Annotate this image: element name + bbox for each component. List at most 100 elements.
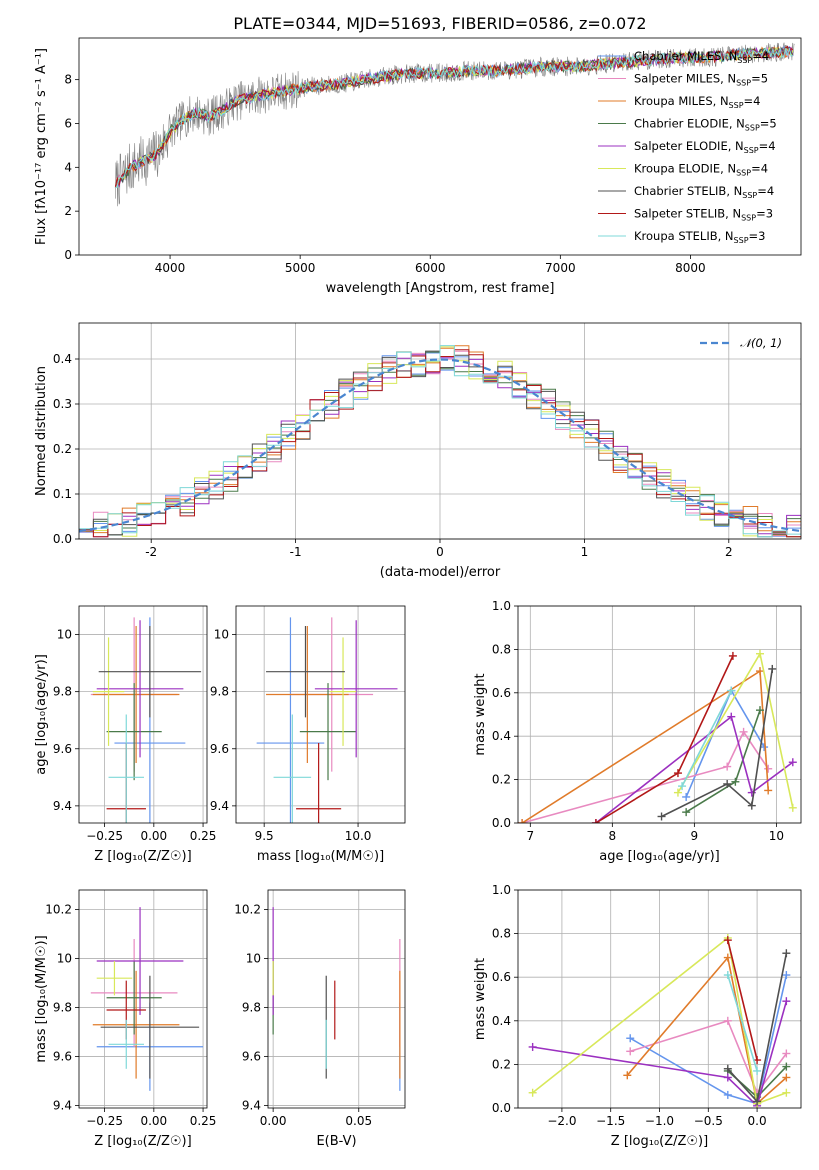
legend-nssp: =4: [757, 184, 774, 198]
weight-series-line: [629, 974, 788, 1105]
y-tick-label: 9.6: [210, 742, 229, 756]
y-axis-label: age [log₁₀(age/yr)]: [34, 654, 49, 775]
y-axis-label: Normed distribution: [34, 366, 49, 496]
panel-mass-vs-ebv: 0.00 0.05 9.4 9.6 9.8 10 10.2 E(B-V): [234, 889, 406, 1149]
chart-panels: 4000 5000 6000 7000 8000 0 2 4 6 8 wavelength [Ang…: [34, 37, 802, 1149]
x-tick-label: 6000: [415, 261, 446, 275]
x-tick-label: 0.25: [190, 1114, 217, 1128]
x-tick-label: 2: [725, 545, 733, 559]
y-tick-label: 9.8: [53, 685, 72, 699]
x-tick-label: −0.25: [86, 829, 123, 843]
axes-frame: [78, 605, 208, 824]
grid: [236, 606, 405, 823]
y-tick-label: 10: [214, 628, 229, 642]
y-tick-label: 0.3: [53, 397, 72, 411]
legend-nssp: =4: [759, 139, 776, 153]
x-tick-label: 9.5: [255, 829, 274, 843]
y-tick-label: 9.4: [242, 1099, 261, 1113]
x-tick-label: 7000: [545, 261, 576, 275]
y-tick-label: 0: [64, 248, 72, 262]
legend-nssp: =3: [756, 207, 773, 221]
x-axis-label: E(B-V): [316, 1134, 356, 1149]
y-tick-label: 0.2: [53, 442, 72, 456]
x-tick-label: 0.0: [748, 1114, 767, 1128]
weight-series-line: [727, 974, 758, 1072]
plot-area: [79, 345, 801, 538]
plot-area: [114, 42, 795, 207]
y-tick-label: 9.6: [242, 1050, 261, 1064]
weight-series-line: [595, 715, 794, 823]
legend-entry: Kroupa STELIB, NSSP=3: [634, 229, 765, 245]
y-axis-label: mass [log₁₀(M/M☉)]: [34, 935, 49, 1062]
x-tick-label: −0.5: [694, 1114, 723, 1128]
x-tick-label: 7: [526, 829, 534, 843]
y-tick-label: 9.4: [53, 1099, 72, 1113]
legend-subscript: SSP: [737, 56, 752, 65]
y-tick-label: 0.6: [492, 970, 511, 984]
legend-entry: Salpeter STELIB, NSSP=3: [634, 207, 773, 223]
x-tick-label: 4000: [155, 261, 186, 275]
x-tick-label: 10.0: [345, 829, 372, 843]
plot-area: [256, 617, 398, 823]
weight-series-line: [626, 955, 787, 1106]
x-axis-label: mass [log₁₀(M/M☉)]: [257, 849, 384, 864]
x-axis-label: Z [log₁₀(Z/Z☉)]: [611, 1134, 708, 1149]
normal-curve: [79, 358, 801, 533]
x-tick-label: −1.0: [645, 1114, 674, 1128]
panel-spectrum: 4000 5000 6000 7000 8000 0 2 4 6 8 wavelength [Ang…: [34, 37, 802, 296]
figure-title: PLATE=0344, MJD=51693, FIBERID=0586, z=0…: [233, 14, 646, 33]
weight-series-line: [681, 690, 733, 787]
y-tick-label: 0.6: [492, 686, 511, 700]
weight-series-line: [727, 939, 758, 1061]
legend-nssp: =4: [752, 49, 769, 63]
x-tick-label: 0.00: [140, 829, 167, 843]
legend-entry: 𝒩(0, 1): [740, 336, 782, 350]
x-tick-label: 1: [581, 545, 589, 559]
axes-frame: [267, 889, 406, 1109]
legend-subscript: SSP: [741, 214, 756, 223]
legend-subscript: SSP: [736, 169, 751, 178]
legend-subscript: SSP: [736, 79, 751, 88]
y-tick-label: 10.2: [45, 903, 72, 917]
plot-area: [518, 649, 797, 823]
grid: [79, 890, 207, 1108]
y-tick-label: 1.0: [492, 599, 511, 613]
panel-mass-vs-Z: −0.25 0.00 0.25 9.4 9.6 9.8 10 10.2 Z [log₁₀(Z/Z…: [34, 889, 217, 1149]
y-tick-label: 9.6: [53, 742, 72, 756]
y-tick-label: 10: [57, 628, 72, 642]
spectrum-model-line: [115, 47, 794, 189]
x-tick-label: 9: [691, 829, 699, 843]
y-tick-label: 0.4: [492, 1014, 511, 1028]
y-tick-label: 0.8: [492, 927, 511, 941]
y-tick-label: 9.8: [53, 1001, 72, 1015]
legend-subscript: SSP: [729, 101, 744, 110]
y-axis-label: Flux [fλ10⁻¹⁷ erg cm⁻² s⁻¹ A⁻¹]: [34, 48, 49, 245]
weight-series-line: [521, 730, 769, 823]
x-tick-label: −0.25: [86, 1114, 123, 1128]
panel-age-vs-mass: 9.5 10.0 9.4 9.6 9.8 10 mass [log₁₀(M/M☉)]: [210, 605, 406, 864]
y-tick-label: 10.2: [234, 903, 261, 917]
x-tick-label: −2.0: [547, 1114, 576, 1128]
spectrum-legend: Chabrier MILES, NSSP=4 Salpeter MILES, NS…: [598, 49, 777, 245]
x-tick-label: 0.05: [345, 1114, 372, 1128]
legend-subscript: SSP: [744, 146, 759, 155]
legend-nssp: =5: [760, 117, 777, 131]
y-tick-label: 0.0: [53, 532, 72, 546]
y-tick-label: 9.8: [210, 685, 229, 699]
y-tick-label: 4: [64, 160, 72, 174]
x-axis-label: Z [log₁₀(Z/Z☉)]: [94, 1134, 191, 1149]
x-axis-label: wavelength [Angstrom, rest frame]: [326, 281, 555, 296]
y-tick-label: 9.4: [53, 799, 72, 813]
legend-entry: Chabrier STELIB, NSSP=4: [634, 184, 774, 200]
y-tick-label: 9.4: [210, 799, 229, 813]
axes-frame: [78, 889, 208, 1109]
y-tick-label: 9.8: [242, 1001, 261, 1015]
panel-weight-vs-age: 7 8 9 10 0.0 0.2 0.4 0.6 0.8 1.0 age [log₁₀(age/yr…: [473, 599, 802, 864]
y-tick-label: 10: [246, 952, 261, 966]
y-tick-label: 0.0: [492, 1101, 511, 1115]
x-tick-label: 5000: [285, 261, 316, 275]
axes-frame: [78, 322, 802, 540]
x-tick-label: -1: [290, 545, 302, 559]
legend-nssp: =5: [751, 72, 768, 86]
